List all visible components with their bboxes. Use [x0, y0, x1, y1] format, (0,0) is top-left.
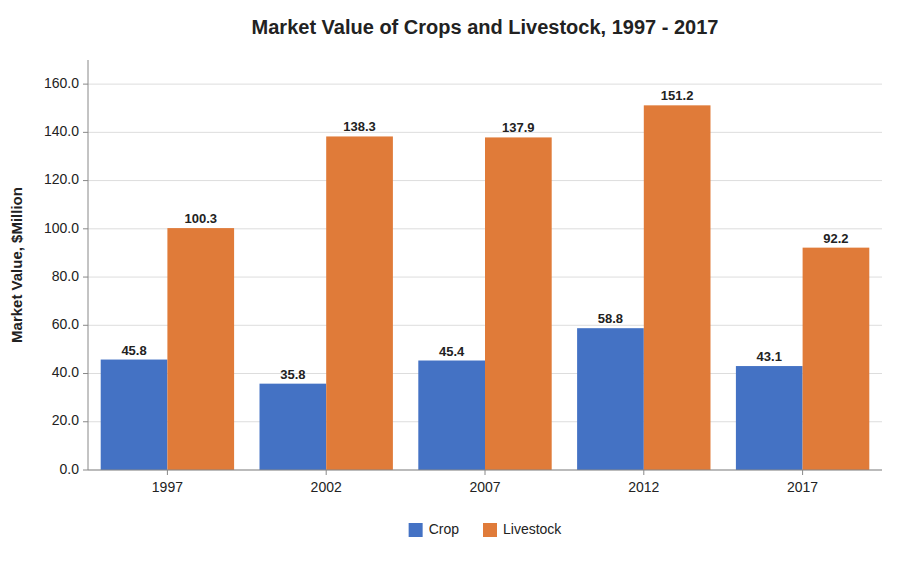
data-label: 35.8 [280, 367, 305, 382]
bar [577, 328, 644, 470]
y-tick-label: 0.0 [60, 461, 80, 477]
chart-svg: Market Value of Crops and Livestock, 199… [0, 0, 906, 575]
y-tick-label: 20.0 [52, 412, 79, 428]
grid [88, 84, 882, 470]
x-tick [802, 470, 803, 475]
bar [167, 228, 234, 470]
y-tick-label: 80.0 [52, 268, 79, 284]
y-tick [83, 277, 88, 278]
legend: Crop Livestock [409, 521, 563, 537]
x-tick-label: 1997 [152, 479, 183, 495]
y-tick [83, 325, 88, 326]
y-tick [83, 373, 88, 374]
x-tick [167, 470, 168, 475]
data-label: 138.3 [343, 119, 376, 134]
y-tick [83, 132, 88, 133]
bar [418, 361, 485, 470]
grid-line [88, 132, 882, 133]
x-tick-label: 2012 [628, 479, 659, 495]
y-tick [83, 421, 88, 422]
data-label: 58.8 [598, 311, 623, 326]
x-tick-label: 2017 [787, 479, 818, 495]
bars [101, 105, 870, 470]
bar [326, 136, 393, 470]
x-tick-label: 2002 [311, 479, 342, 495]
data-label: 45.8 [121, 343, 146, 358]
legend-swatch [483, 523, 497, 537]
chart-title: Market Value of Crops and Livestock, 199… [252, 16, 719, 38]
bar [485, 137, 552, 470]
legend-swatch [409, 523, 423, 537]
y-tick-label: 120.0 [44, 171, 79, 187]
bar [644, 105, 711, 470]
x-tick [485, 470, 486, 475]
bar [803, 248, 870, 470]
grid-line [88, 84, 882, 85]
x-tick [326, 470, 327, 475]
legend-item: Livestock [483, 521, 562, 537]
y-axis-label: Market Value, $Million [8, 187, 25, 343]
chart-container: Market Value of Crops and Livestock, 199… [0, 0, 906, 575]
y-tick [83, 470, 88, 471]
bar [736, 366, 803, 470]
legend-label: Livestock [503, 521, 562, 537]
y-tick-label: 140.0 [44, 123, 79, 139]
y-tick [83, 84, 88, 85]
data-label: 92.2 [823, 231, 848, 246]
legend-label: Crop [429, 521, 460, 537]
y-tick [83, 180, 88, 181]
data-label: 45.4 [439, 344, 465, 359]
data-label: 151.2 [661, 88, 694, 103]
bar [260, 384, 327, 470]
x-tick [643, 470, 644, 475]
y-tick-label: 40.0 [52, 364, 79, 380]
y-tick-label: 160.0 [44, 75, 79, 91]
data-labels: 45.8 35.8 45.4 58.8 43.1 100.3 138.3 137.9 151.2… [121, 88, 848, 381]
bar [101, 360, 168, 470]
legend-item: Crop [409, 521, 460, 537]
data-label: 43.1 [757, 349, 782, 364]
x-tick-label: 2007 [469, 479, 500, 495]
y-tick-label: 60.0 [52, 316, 79, 332]
data-label: 137.9 [502, 120, 535, 135]
y-tick [83, 228, 88, 229]
data-label: 100.3 [184, 211, 217, 226]
y-tick-label: 100.0 [44, 220, 79, 236]
y-axis-line [88, 60, 89, 470]
